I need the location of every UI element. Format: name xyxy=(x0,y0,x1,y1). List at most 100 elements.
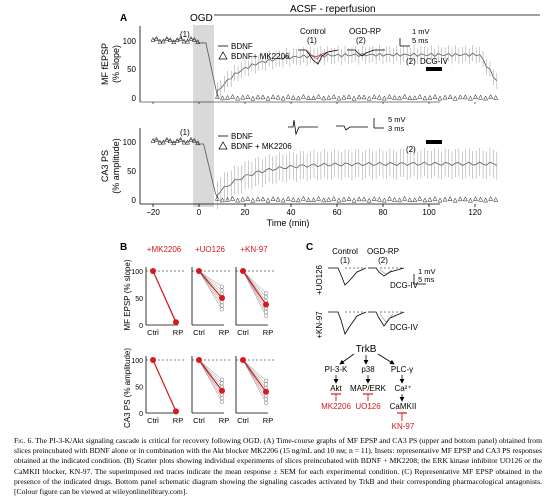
data-point xyxy=(361,196,367,202)
data-point xyxy=(219,284,225,289)
triangle-marker-icon xyxy=(218,51,228,60)
data-point xyxy=(412,95,418,100)
data-point xyxy=(263,378,269,383)
b-ytick: 50 xyxy=(135,385,143,392)
mean-point xyxy=(150,357,156,363)
data-point xyxy=(265,95,271,101)
c-scale-ms: 5 ms xyxy=(418,275,435,284)
data-point xyxy=(171,140,177,146)
data-point xyxy=(432,196,438,201)
data-point xyxy=(235,197,241,203)
caption-fig-label: Fig. 6. xyxy=(14,436,34,445)
bottom-scale-mv: 5 mV xyxy=(388,115,406,124)
data-point xyxy=(387,94,392,99)
mean-point xyxy=(196,268,202,274)
data-point xyxy=(468,197,473,203)
data-point xyxy=(225,196,230,202)
bottom-inset-trace-2 xyxy=(336,125,368,131)
data-point xyxy=(371,196,377,201)
b-top-ylabel: MF EPSP (% slope) xyxy=(123,259,132,330)
top-mark-2: (2) xyxy=(406,57,416,66)
data-point xyxy=(336,197,342,203)
data-point xyxy=(219,381,225,386)
data-point xyxy=(263,291,269,296)
b-ytick: 0 xyxy=(139,411,143,418)
data-point xyxy=(361,94,367,100)
data-point xyxy=(321,95,327,101)
x-tick-label: 120 xyxy=(468,208,482,217)
data-point xyxy=(219,307,225,312)
data-point xyxy=(452,95,458,101)
c-trace-uo-control xyxy=(328,267,367,286)
data-point xyxy=(331,195,337,201)
data-point xyxy=(326,94,332,100)
inset-n2: (2) xyxy=(356,36,366,45)
data-point xyxy=(316,195,321,201)
data-point xyxy=(263,294,269,299)
drug-label-mk2206: +MK2206 xyxy=(147,245,182,254)
data-point xyxy=(331,94,337,99)
data-point xyxy=(447,94,453,99)
data-point xyxy=(397,197,402,203)
mean-point xyxy=(150,268,156,274)
data-point xyxy=(488,195,494,201)
data-point xyxy=(250,95,256,101)
b-xcat-ctrl: Ctrl xyxy=(147,416,159,425)
data-point xyxy=(422,197,428,203)
data-point xyxy=(301,93,306,99)
b-xcat-ctrl: Ctrl xyxy=(147,328,159,337)
data-point xyxy=(270,94,276,99)
bottom-ytick-0: 0 xyxy=(132,196,137,205)
data-point xyxy=(483,197,488,203)
drug-label-uo126: +UO126 xyxy=(195,245,226,254)
data-point xyxy=(478,94,483,100)
c-trace-kn-control xyxy=(328,311,367,335)
data-point xyxy=(483,95,488,101)
data-point xyxy=(230,195,235,201)
data-point xyxy=(311,95,316,100)
data-point xyxy=(265,197,271,203)
b-xcat-rp: RP xyxy=(219,328,229,337)
data-point xyxy=(275,94,281,100)
top-ylabel-2: (% slope) xyxy=(111,45,121,83)
ogd-band xyxy=(193,25,214,207)
data-point xyxy=(457,196,463,202)
b-xcat-rp: RP xyxy=(173,328,183,337)
panel-c-label: C xyxy=(306,242,313,253)
data-point xyxy=(488,94,494,99)
top-scale-mv: 1 mV xyxy=(412,27,430,36)
data-point xyxy=(219,288,225,293)
data-point xyxy=(422,95,428,101)
data-point xyxy=(171,39,177,45)
top-dcg-label: DCG-IV xyxy=(420,57,449,66)
mean-point xyxy=(263,388,269,395)
data-point xyxy=(473,94,478,99)
b-xcat-rp: RP xyxy=(219,416,229,425)
caption-text: The PI-3-K/Akt signaling cascade is crit… xyxy=(14,436,542,497)
bottom-bdnf-errorbars xyxy=(217,148,498,210)
c-trace-uo-ogd xyxy=(368,267,405,277)
data-point xyxy=(316,93,321,99)
data-point xyxy=(195,140,201,146)
x-axis-label: Time (min) xyxy=(267,218,310,228)
inset-trace-control-red xyxy=(307,50,331,60)
mean-point xyxy=(219,295,225,301)
data-point xyxy=(341,196,347,202)
ca-node: Ca²⁺ xyxy=(394,384,411,393)
c-row1-label: +UO126 xyxy=(315,264,324,295)
bottom-ylabel-1: CA3 PS xyxy=(100,150,110,182)
drug-label-kn97: +KN-97 xyxy=(240,245,268,254)
x-tick-label: 40 xyxy=(287,208,296,217)
b-ytick: 100 xyxy=(131,269,143,276)
c-trace-kn-ogd xyxy=(368,311,405,327)
top-ytick-50: 50 xyxy=(127,65,136,74)
top-legend-bdnf: BDNF xyxy=(231,42,253,51)
data-point xyxy=(263,400,269,405)
data-point xyxy=(255,94,261,100)
data-point xyxy=(219,303,225,308)
data-point xyxy=(427,196,433,202)
data-point xyxy=(427,94,433,100)
x-tick-label: 100 xyxy=(422,208,436,217)
